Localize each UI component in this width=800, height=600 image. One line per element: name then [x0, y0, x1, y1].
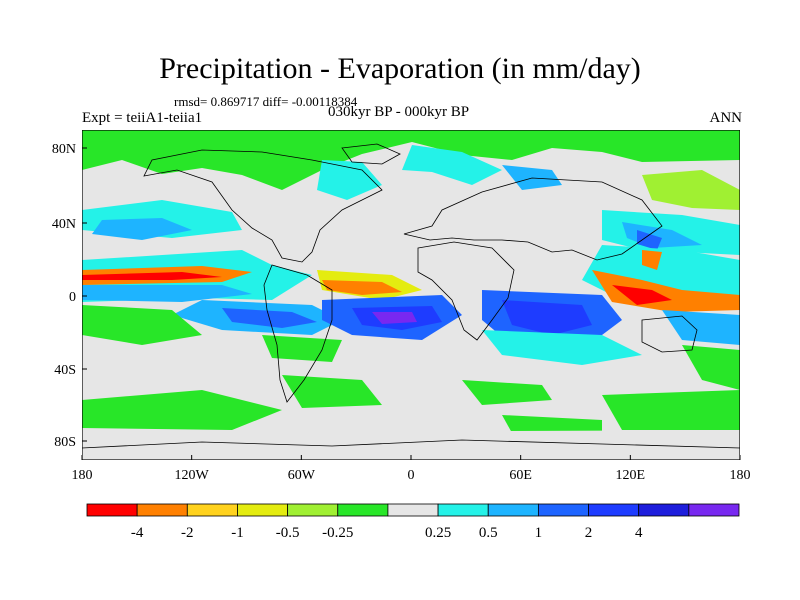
colorbar-swatch [387, 503, 439, 517]
north-atlantic-cyan [317, 160, 382, 200]
antarctic-neutral [82, 430, 740, 460]
southern-ocean-green-2 [82, 390, 282, 430]
colorbar-label: 0.5 [479, 525, 498, 541]
lat-tick-label: 40N [52, 217, 76, 232]
map-plot [82, 130, 740, 460]
lat-tick-label: 40S [54, 363, 76, 378]
lon-tick-label: 60W [288, 468, 316, 483]
eurasia-blue [502, 165, 562, 190]
itcz-pacific-red [82, 272, 222, 280]
lat-tick-label: 0 [69, 290, 76, 305]
colorbar-label: -4 [131, 525, 144, 541]
colorbar-label: 4 [635, 525, 643, 541]
lon-tick-label: 60E [509, 468, 532, 483]
indian-ocean-darkblue [502, 300, 592, 335]
lon-tick-label: 120W [175, 468, 210, 483]
arctic-green-band [82, 130, 740, 190]
colorbar-label: -0.5 [276, 525, 300, 541]
lon-tick-label: 180 [72, 468, 93, 483]
experiment-label: Expt = teiiA1-teiia1 [82, 110, 203, 126]
lon-tick-label: 120E [616, 468, 646, 483]
nordic-cyan [402, 145, 502, 185]
lon-tick-label: 180 [730, 468, 751, 483]
maritime-continent-red [612, 285, 672, 305]
south-atlantic-purple [372, 312, 417, 324]
maritime-continent-orange [592, 270, 740, 312]
southern-ocean-green-3 [462, 380, 552, 405]
colorbar-label: -2 [181, 525, 194, 541]
colorbar-label: 0.25 [425, 525, 451, 541]
colorbar-swatch [688, 503, 740, 517]
colorbar-swatch [86, 503, 138, 517]
colorbar-swatch [638, 503, 690, 517]
southern-ocean-green-4 [602, 390, 740, 430]
colorbar-swatch [237, 503, 289, 517]
colorbar-swatch [337, 503, 389, 517]
colorbar: -4 -2 -1 -0.5 -0.25 0.25 0.5 1 2 4 [86, 503, 740, 541]
southern-ocean-green-1 [282, 375, 382, 408]
colorbar-label: 2 [585, 525, 593, 541]
kuroshio-dark [637, 230, 662, 250]
colorbar-label: 1 [535, 525, 543, 541]
npac-blue [92, 218, 192, 240]
se-pacific-green [682, 345, 740, 390]
sa-green [262, 335, 342, 362]
coastlines [82, 143, 740, 449]
sw-pacific-green [82, 305, 202, 345]
indian-ocean-cyan [482, 330, 642, 365]
colorbar-swatch [186, 503, 238, 517]
lat-tick-label: 80N [52, 142, 76, 157]
colorbar-swatch [136, 503, 188, 517]
period-label: 030kyr BP - 000kyr BP [328, 104, 470, 120]
south-pacific-east-blue [662, 310, 740, 345]
south-china-orange [642, 250, 662, 270]
field-layer [82, 130, 740, 460]
colorbar-swatch [487, 503, 539, 517]
lat-tick-label: 80S [54, 435, 76, 450]
colorbar-label: -1 [231, 525, 244, 541]
lon-tick-label: 0 [408, 468, 415, 483]
colorbar-swatch [437, 503, 489, 517]
map-title: Precipitation - Evaporation (in mm/day) [159, 52, 641, 85]
tropical-pacific-blue [82, 285, 252, 302]
season-label: ANN [709, 110, 743, 126]
north-pacific-yellowgreen [642, 170, 740, 210]
stats-label: rmsd= 0.869717 diff= -0.00118384 [174, 94, 358, 109]
atlantic-itcz-orange [322, 280, 402, 295]
colorbar-swatch [537, 503, 589, 517]
colorbar-swatch [588, 503, 640, 517]
southern-ocean-green-5 [502, 415, 602, 435]
colorbar-label: -0.25 [322, 525, 353, 541]
colorbar-swatch [287, 503, 339, 517]
